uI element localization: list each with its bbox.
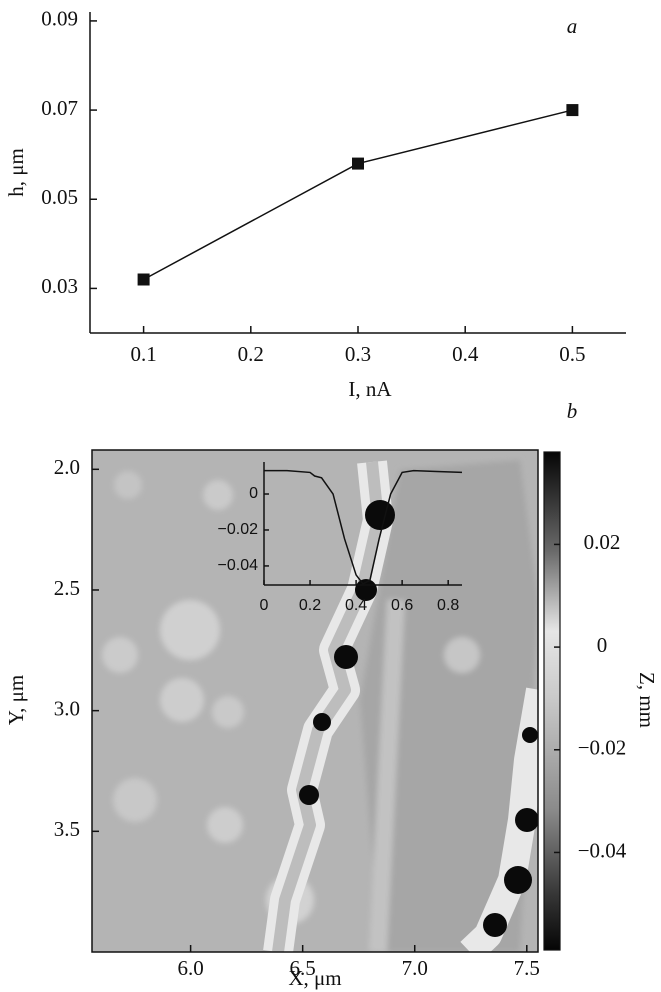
grain [444,637,480,673]
x-tick-label: 6.5 [290,956,316,980]
y-tick-label: 2.5 [54,576,80,600]
chain-outer [460,687,538,952]
inset-x-tick-label: 0.2 [299,597,321,614]
image-frame [91,449,539,953]
x-axis-label: X, μm [288,966,341,990]
pit [365,500,395,530]
x-axis-label: I, nA [348,377,392,401]
inset-y-tick-label: −0.04 [218,557,259,574]
data-point [566,104,579,117]
data-point [352,157,364,170]
x-tick-label: 0.5 [559,342,585,366]
y-tick-label: 3.0 [54,696,80,720]
colorbar-tick-label: 0 [597,633,608,657]
grain [160,600,220,660]
dark-region [360,460,538,952]
colorbar-label: Z, mm [635,672,659,728]
inset-x-tick-label: 0.8 [437,597,459,614]
grain [207,807,243,843]
y-tick-label: 0.07 [41,96,78,120]
grain [203,480,233,510]
x-tick-label: 0.2 [238,342,264,366]
chain-inner [272,461,384,952]
y-tick-label: 3.5 [54,817,80,841]
inset-x-tick-label: 0.6 [391,597,413,614]
grain [113,778,157,822]
pit [299,785,319,805]
data-line [143,109,573,281]
y-tick-label: 2.0 [54,455,80,479]
ring-chain [263,460,538,952]
pit [334,645,358,669]
colorbar-tick-label: −0.02 [578,736,627,760]
y-tick-label: 0.03 [41,274,78,298]
panel-label: b [567,399,578,423]
x-tick-label: 0.3 [345,342,371,366]
inset-y-tick-label: 0 [249,485,258,502]
colorbar-tick-label: 0.02 [584,530,621,554]
y-tick-label: 0.09 [41,7,78,31]
image-texture [102,460,538,952]
y-tick-label: 0.05 [41,185,78,209]
x-tick-label: 0.1 [130,342,156,366]
pit [313,713,331,731]
pit [504,866,532,894]
y-axis-label: Y, μm [4,675,28,726]
x-tick-label: 7.5 [514,956,540,980]
x-tick-label: 0.4 [452,342,479,366]
inset-y-tick-label: −0.02 [218,521,259,538]
afm-image [92,450,538,952]
panel-label: a [567,14,578,38]
pit [515,808,538,832]
pit [522,727,538,743]
data-line [264,469,463,585]
colorbar [543,451,561,951]
x-tick-label: 7.0 [402,956,428,980]
grain [160,678,204,722]
pit [483,913,507,937]
inset-x-tick-label: 0.4 [345,597,367,614]
y-axis-label: h, μm [4,148,28,197]
grain [212,696,244,728]
colorbar-tick-label: −0.04 [578,838,627,862]
inset-x-tick-label: 0 [260,597,269,614]
grain [114,471,142,499]
stripe [369,599,405,952]
grain [102,637,138,673]
data-point [137,273,150,286]
x-tick-label: 6.0 [177,956,203,980]
